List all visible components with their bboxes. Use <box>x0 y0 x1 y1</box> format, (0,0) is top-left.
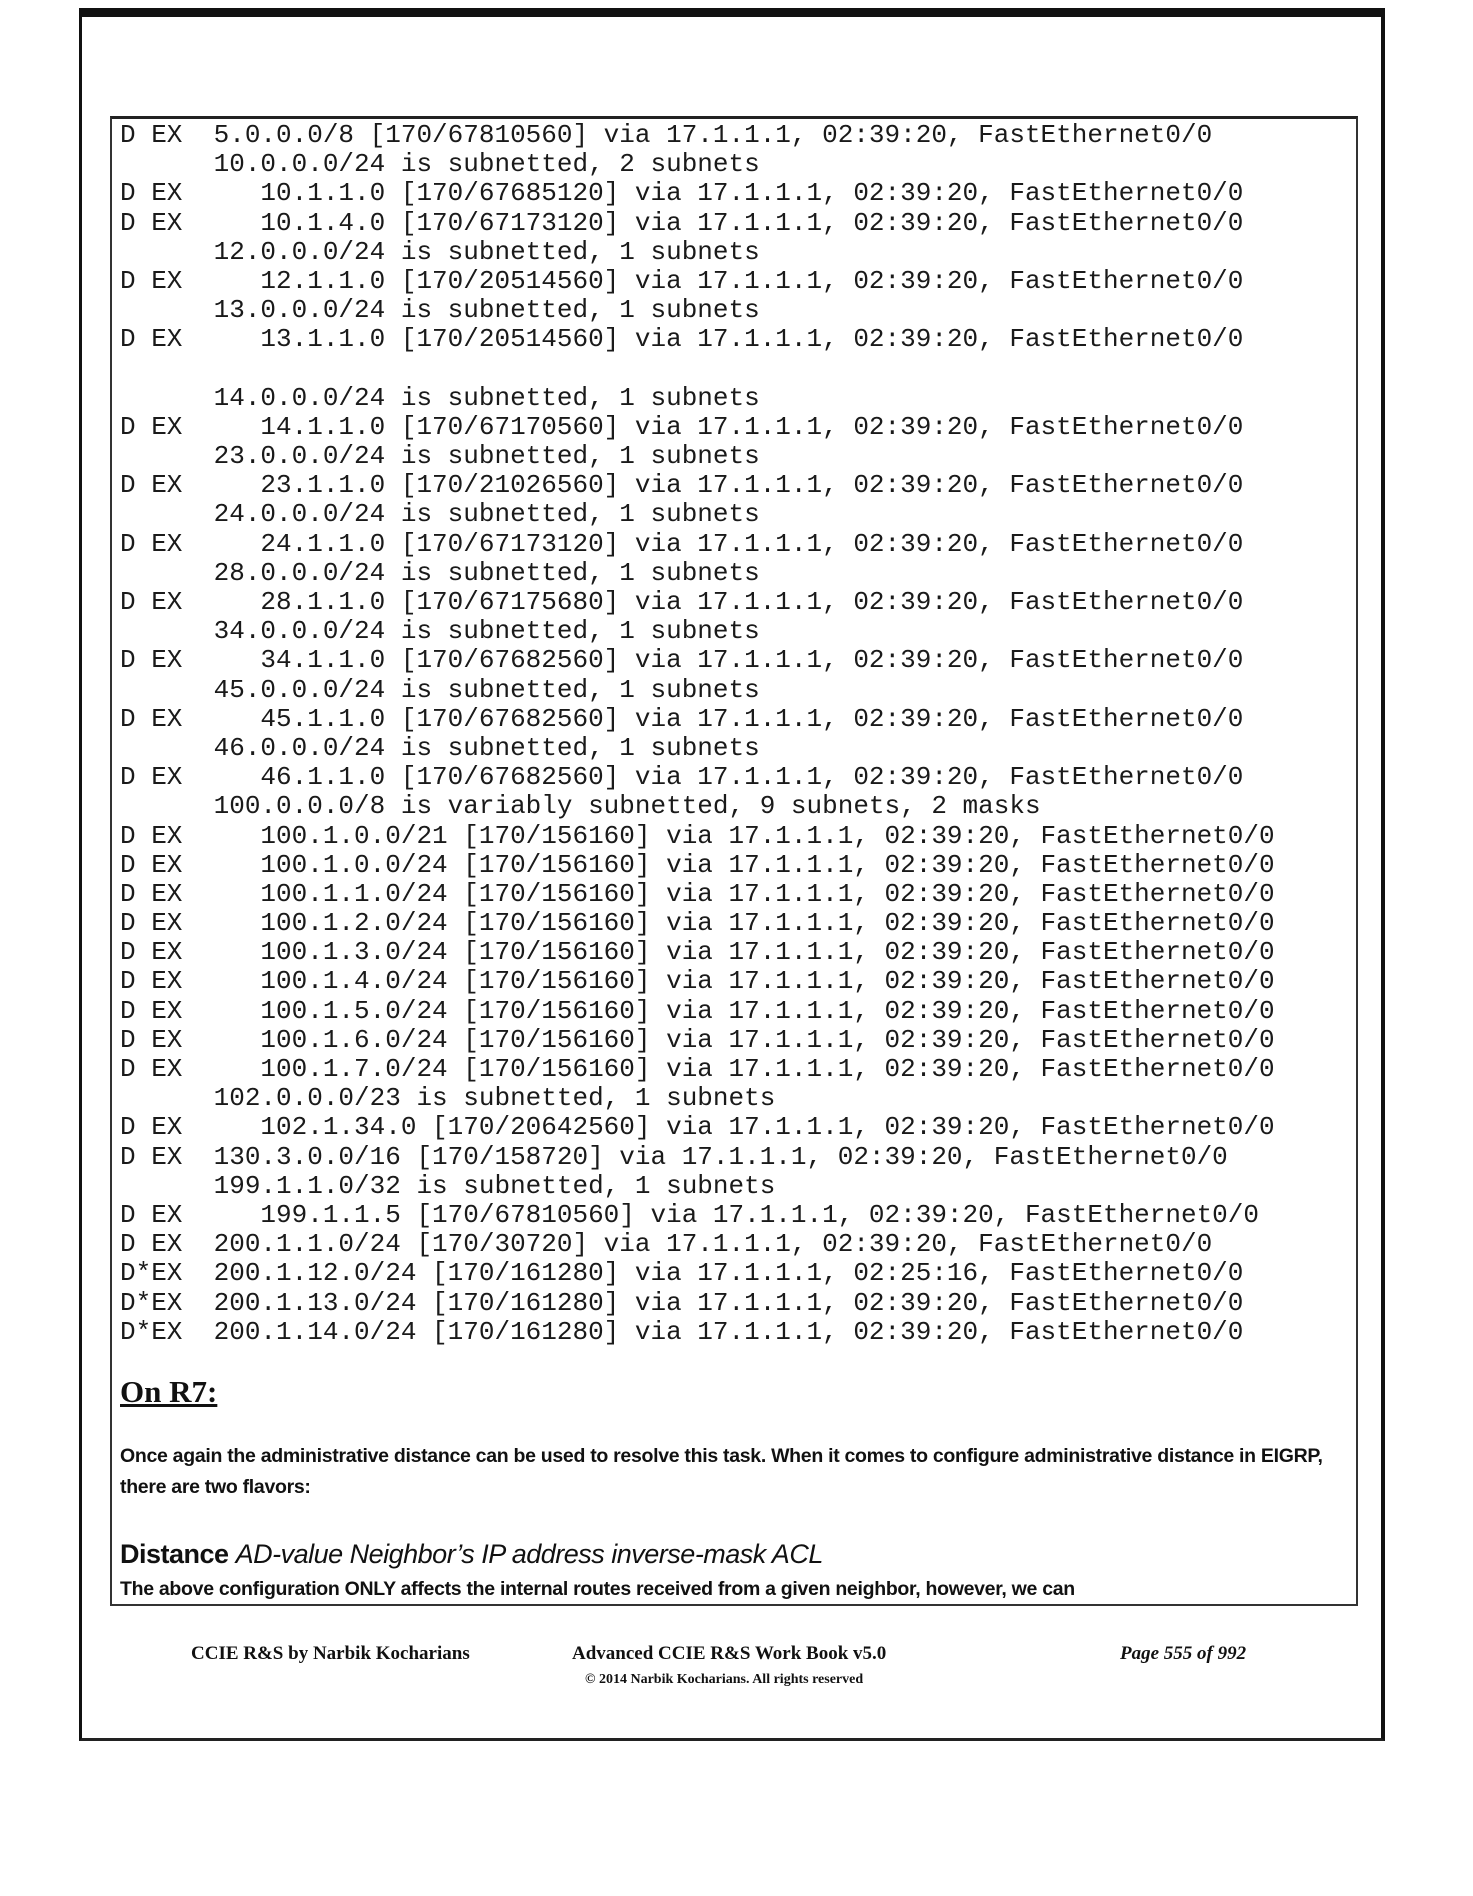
route-line: D*EX 200.1.13.0/24 [170/161280] via 17.1… <box>120 1287 1244 1318</box>
route-line: D EX 100.1.1.0/24 [170/156160] via 17.1.… <box>120 878 1275 909</box>
route-line: 45.0.0.0/24 is subnetted, 1 subnets <box>120 674 760 705</box>
section-heading: On R7: <box>120 1374 218 1409</box>
route-line: D EX 13.1.1.0 [170/20514560] via 17.1.1.… <box>120 324 1244 355</box>
route-line: D EX 10.1.4.0 [170/67173120] via 17.1.1.… <box>120 207 1244 238</box>
route-line: D EX 200.1.1.0/24 [170/30720] via 17.1.1… <box>120 1229 1213 1260</box>
route-line: D EX 100.1.6.0/24 [170/156160] via 17.1.… <box>120 1024 1275 1055</box>
route-line: D EX 130.3.0.0/16 [170/158720] via 17.1.… <box>120 1141 1228 1172</box>
route-line: D EX 28.1.1.0 [170/67175680] via 17.1.1.… <box>120 587 1244 617</box>
route-line: 10.0.0.0/24 is subnetted, 2 subnets <box>120 149 760 180</box>
route-line: 12.0.0.0/24 is subnetted, 1 subnets <box>120 236 760 267</box>
route-line: 34.0.0.0/24 is subnetted, 1 subnets <box>120 616 760 647</box>
route-line <box>120 355 1275 384</box>
route-line: 102.0.0.0/23 is subnetted, 1 subnets <box>120 1083 776 1114</box>
route-line: D EX 100.1.0.0/21 [170/156160] via 17.1.… <box>120 820 1275 851</box>
footer-author: CCIE R&S by Narbik Kocharians <box>191 1643 470 1664</box>
route-line: D EX 5.0.0.0/8 [170/67810560] via 17.1.1… <box>120 120 1213 150</box>
route-line: D EX 34.1.1.0 [170/67682560] via 17.1.1.… <box>120 645 1244 676</box>
route-line: D EX 45.1.1.0 [170/67682560] via 17.1.1.… <box>120 703 1244 734</box>
route-line: D EX 10.1.1.0 [170/67685120] via 17.1.1.… <box>120 178 1244 209</box>
content-box: D EX 5.0.0.0/8 [170/67810560] via 17.1.1… <box>110 116 1358 1606</box>
route-line: D*EX 200.1.12.0/24 [170/161280] via 17.1… <box>120 1258 1244 1289</box>
route-line: 23.0.0.0/24 is subnetted, 1 subnets <box>120 441 760 472</box>
route-line: 28.0.0.0/24 is subnetted, 1 subnets <box>120 557 760 588</box>
explanation-paragraph: Once again the administrative distance c… <box>120 1445 1323 1498</box>
syntax-arguments: AD-value Neighbor’s IP address inverse-m… <box>235 1539 824 1569</box>
route-line: D EX 100.1.0.0/24 [170/156160] via 17.1.… <box>120 849 1275 880</box>
route-line: D EX 24.1.1.0 [170/67173120] via 17.1.1.… <box>120 528 1244 559</box>
route-line: 24.0.0.0/24 is subnetted, 1 subnets <box>120 499 760 530</box>
route-line: 13.0.0.0/24 is subnetted, 1 subnets <box>120 295 760 326</box>
route-line: D EX 100.1.5.0/24 [170/156160] via 17.1.… <box>120 995 1275 1026</box>
route-table-output: D EX 5.0.0.0/8 [170/67810560] via 17.1.1… <box>120 120 1275 1347</box>
route-line: 199.1.1.0/32 is subnetted, 1 subnets <box>120 1170 776 1201</box>
route-line: D EX 100.1.2.0/24 [170/156160] via 17.1.… <box>120 908 1275 939</box>
route-line: D EX 100.1.7.0/24 [170/156160] via 17.1.… <box>120 1054 1275 1084</box>
footer-page-number: Page 555 of 992 <box>1120 1643 1247 1664</box>
route-line: 46.0.0.0/24 is subnetted, 1 subnets <box>120 732 760 763</box>
route-line: D EX 14.1.1.0 [170/67170560] via 17.1.1.… <box>120 411 1244 442</box>
route-line: D*EX 200.1.14.0/24 [170/161280] via 17.1… <box>120 1316 1244 1347</box>
route-line: D EX 46.1.1.0 [170/67682560] via 17.1.1.… <box>120 762 1244 793</box>
footer-title: Advanced CCIE R&S Work Book v5.0 <box>572 1643 887 1664</box>
syntax-keyword: Distance <box>120 1539 229 1569</box>
route-line: 100.0.0.0/8 is variably subnetted, 9 sub… <box>120 791 1041 822</box>
page-frame <box>79 8 1385 1741</box>
footer-copyright: © 2014 Narbik Kocharians. All rights res… <box>585 1672 864 1687</box>
route-line: D EX 102.1.34.0 [170/20642560] via 17.1.… <box>120 1112 1275 1143</box>
route-line: D EX 100.1.4.0/24 [170/156160] via 17.1.… <box>120 966 1275 997</box>
route-line: 14.0.0.0/24 is subnetted, 1 subnets <box>120 382 760 413</box>
route-line: D EX 23.1.1.0 [170/21026560] via 17.1.1.… <box>120 470 1244 501</box>
route-line: D EX 199.1.1.5 [170/67810560] via 17.1.1… <box>120 1199 1259 1230</box>
route-line: D EX 100.1.3.0/24 [170/156160] via 17.1.… <box>120 937 1275 968</box>
route-line: D EX 12.1.1.0 [170/20514560] via 17.1.1.… <box>120 265 1244 296</box>
command-syntax: Distance AD-value Neighbor’s IP address … <box>120 1539 823 1570</box>
continuation-text: The above configuration ONLY affects the… <box>120 1578 1075 1600</box>
